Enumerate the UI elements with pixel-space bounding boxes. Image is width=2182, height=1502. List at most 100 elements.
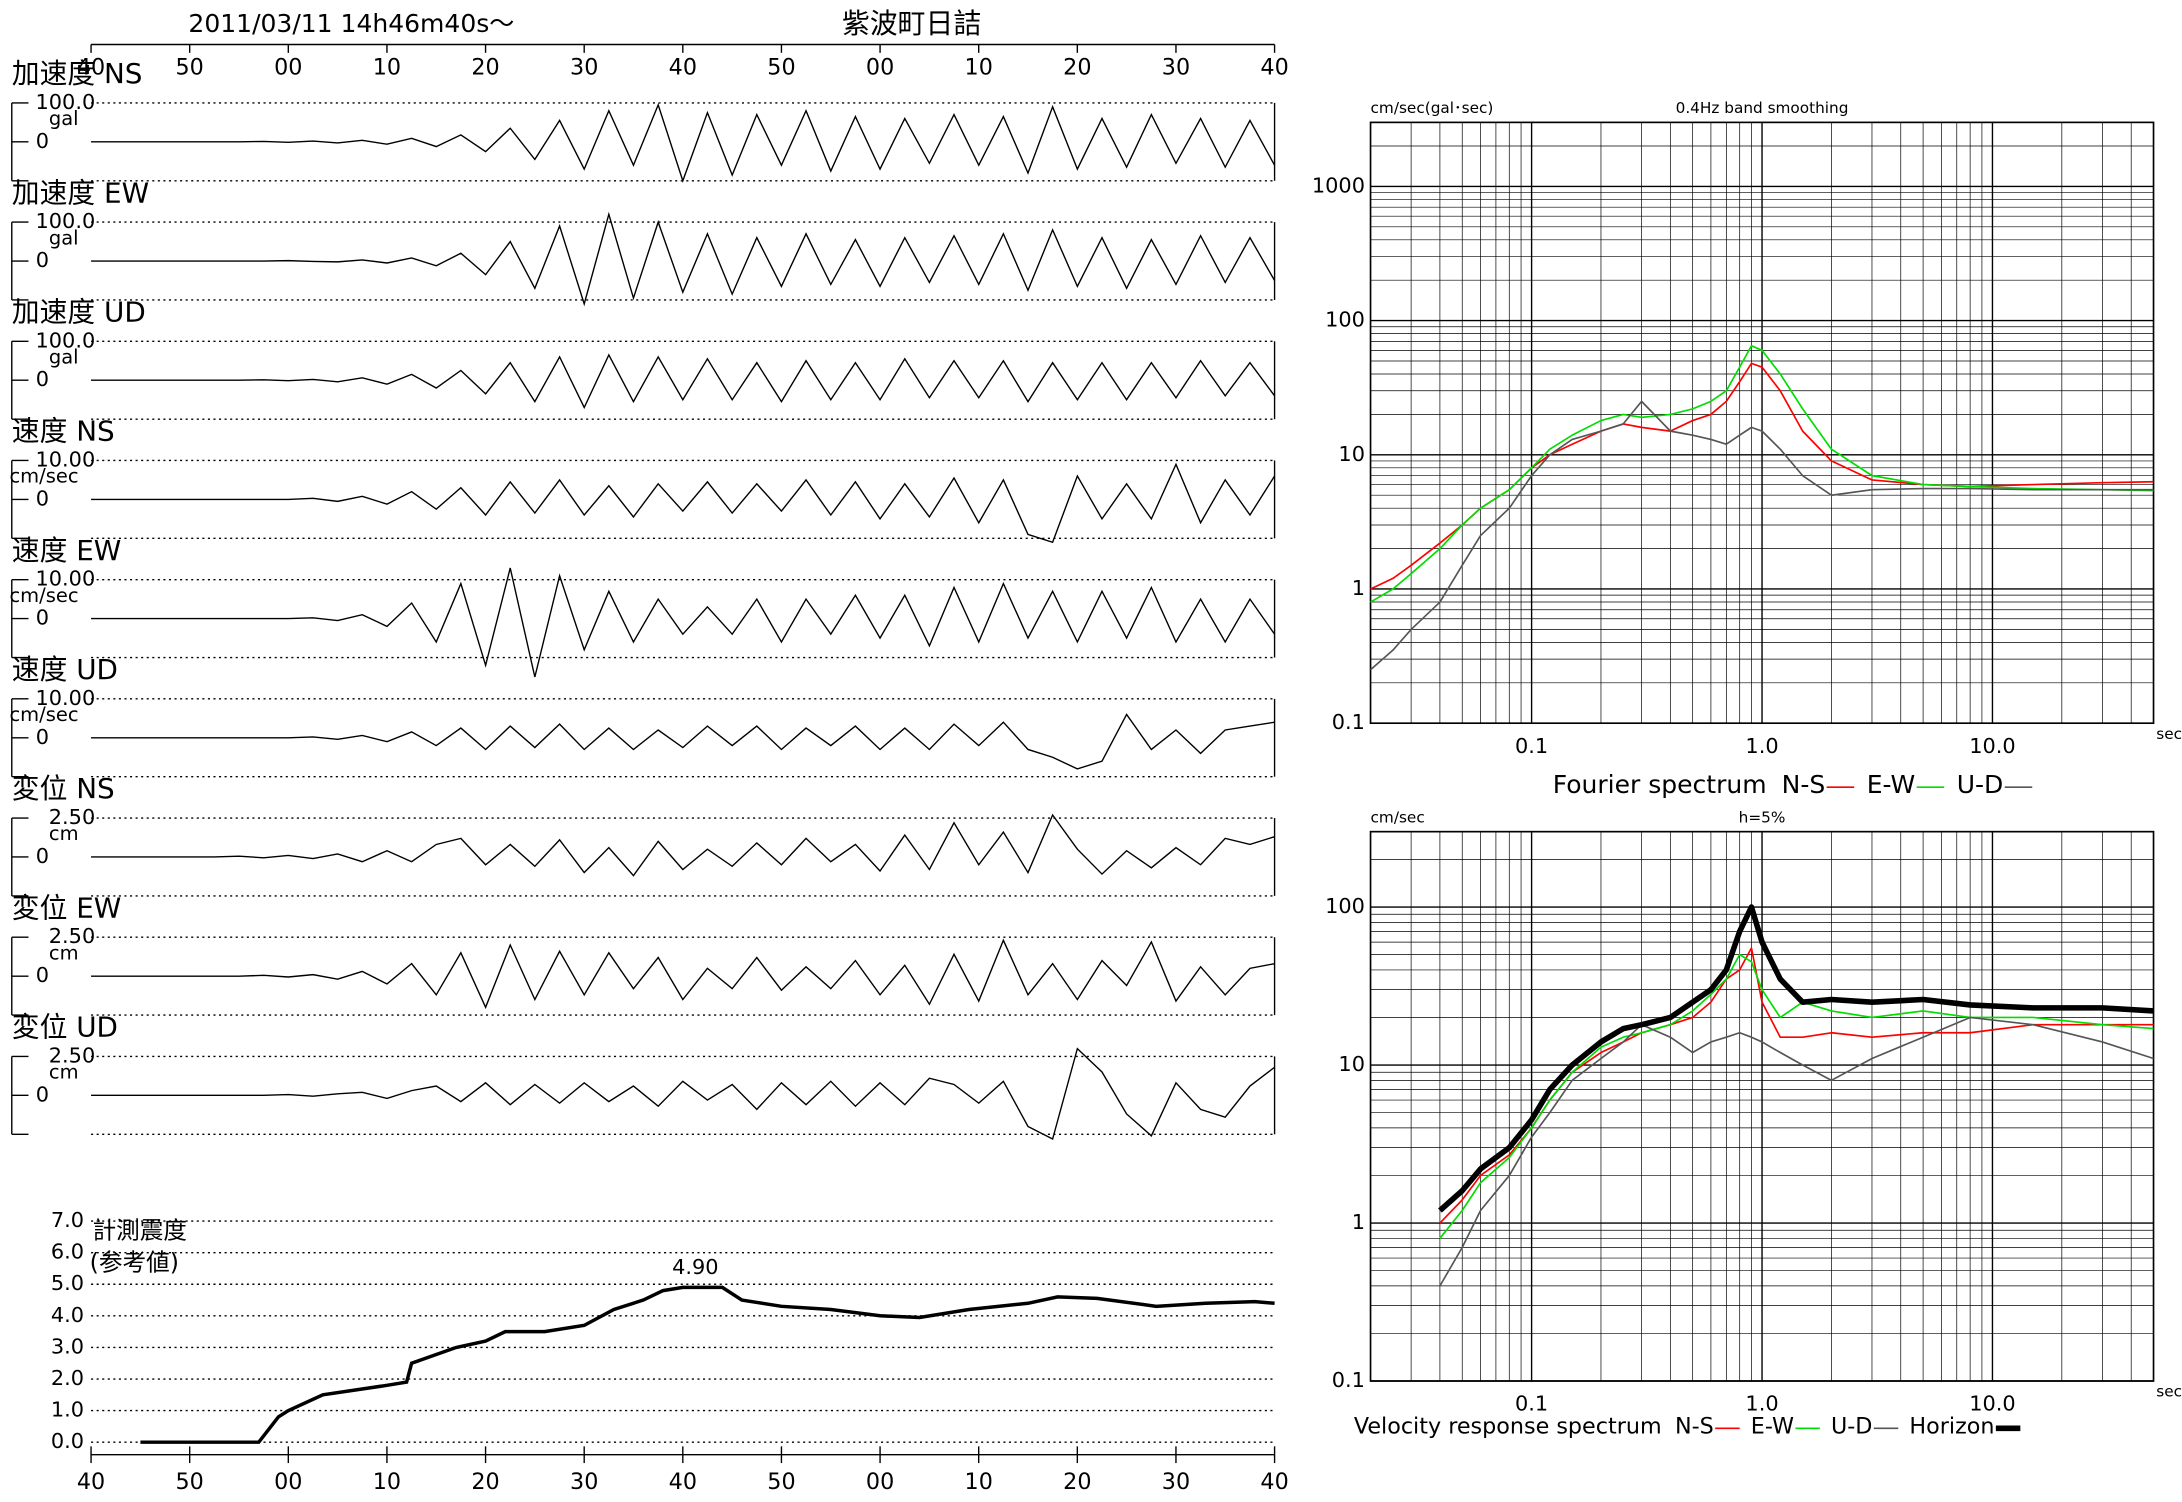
- spectrum-line: [1370, 344, 2154, 603]
- x-tick-label: 20: [1063, 55, 1091, 81]
- unit-label: cm: [49, 941, 79, 964]
- y-tick-label: 100.0: [36, 328, 96, 352]
- y-tick-label: 1: [1352, 576, 1365, 600]
- unit-label: gal: [49, 107, 79, 130]
- y-tick-label: 2.50: [49, 924, 95, 948]
- x-axis-label: sec: [2156, 725, 2182, 743]
- unit-label: cm/sec: [9, 465, 78, 488]
- x-tick-label: 10.0: [1969, 1392, 2015, 1416]
- y-tick-label: 0: [36, 844, 49, 868]
- unit-label: cm/sec: [9, 584, 78, 607]
- y-tick-label: 100: [1325, 894, 1365, 918]
- x-tick-label: 00: [866, 55, 894, 81]
- intensity-line: [140, 1285, 1275, 1444]
- unit-label: cm/sec: [9, 703, 78, 726]
- y-tick-label: 100.0: [36, 209, 96, 233]
- x-tick-label: 50: [767, 1469, 795, 1495]
- x-tick-label: 1.0: [1745, 734, 1778, 758]
- chart-title: h=5%: [1739, 808, 1786, 826]
- waveform: [91, 1047, 1275, 1141]
- y-tick-label: 10.00: [36, 686, 96, 710]
- x-tick-label: 40: [77, 1469, 105, 1495]
- unit-label: cm: [49, 1061, 79, 1084]
- record-time: 2011/03/11 14h46m40s～: [188, 9, 514, 38]
- legend-title: Fourier spectrum: [1553, 770, 1767, 799]
- spectrum-line: [1439, 953, 2154, 1239]
- x-tick-label: 40: [669, 55, 697, 81]
- y-tick-label: 0.1: [1332, 710, 1365, 734]
- spectrum-line: [1439, 1016, 2154, 1287]
- legend-label: E-W: [1751, 1413, 1794, 1439]
- y-tick-label: 3.0: [51, 1334, 84, 1358]
- x-tick-label: 1.0: [1745, 1392, 1778, 1416]
- legend-label: E-W: [1867, 770, 1916, 799]
- y-tick-label: 6.0: [51, 1240, 84, 1264]
- y-tick-label: 1000: [1312, 173, 1365, 197]
- panel-label: 速度 UD: [12, 653, 118, 686]
- peak-annotation: 4.90: [672, 1255, 718, 1279]
- legend-label: Horizon: [1909, 1413, 1994, 1439]
- x-tick-label: 10: [373, 1469, 401, 1495]
- y-tick-label: 2.0: [51, 1366, 84, 1390]
- waveform: [91, 813, 1275, 877]
- x-tick-label: 00: [274, 55, 302, 81]
- panel-label: 加速度 EW: [12, 176, 149, 209]
- x-tick-label: 40: [77, 55, 105, 81]
- y-tick-label: 10: [1338, 1052, 1365, 1076]
- x-tick-label: 00: [274, 1469, 302, 1495]
- panel-label: 加速度 UD: [12, 295, 146, 328]
- y-tick-label: 0: [36, 606, 49, 630]
- waveform: [91, 102, 1276, 183]
- x-tick-label: 00: [866, 1469, 894, 1495]
- y-tick-label: 5.0: [51, 1271, 84, 1295]
- panel-label: 変位 UD: [12, 1011, 118, 1044]
- x-tick-label: 10: [965, 1469, 993, 1495]
- y-tick-label: 1: [1352, 1210, 1365, 1234]
- x-tick-label: 10: [373, 55, 401, 81]
- x-tick-label: 20: [471, 1469, 499, 1495]
- y-axis-label: cm/sec(gal･sec): [1371, 99, 1494, 117]
- x-tick-label: 0.1: [1515, 1392, 1548, 1416]
- spectrum-line: [1369, 400, 2154, 671]
- y-tick-label: 0.0: [51, 1429, 84, 1453]
- spectrum-line: [1438, 904, 2154, 1213]
- unit-label: gal: [49, 226, 79, 249]
- waveform: [91, 211, 1276, 307]
- panel-label: 変位 EW: [12, 891, 121, 924]
- waveform: [91, 462, 1276, 544]
- legend-label: N-S: [1782, 770, 1826, 799]
- x-tick-label: 40: [1260, 1469, 1288, 1495]
- unit-label: gal: [49, 345, 79, 368]
- x-tick-label: 10.0: [1969, 734, 2015, 758]
- unit-label: cm: [49, 822, 79, 845]
- y-tick-label: 0: [36, 1082, 49, 1106]
- legend-label: N-S: [1675, 1413, 1714, 1439]
- legend-title: Velocity response spectrum: [1354, 1413, 1662, 1439]
- panel-label: 速度 EW: [12, 534, 121, 567]
- x-tick-label: 20: [1063, 1469, 1091, 1495]
- y-tick-label: 0: [36, 367, 49, 391]
- y-tick-label: 10: [1338, 442, 1365, 466]
- y-tick-label: 10.00: [36, 567, 96, 591]
- x-tick-label: 30: [1162, 55, 1190, 81]
- x-tick-label: 30: [570, 55, 598, 81]
- y-tick-label: 0.1: [1332, 1368, 1365, 1392]
- y-tick-label: 100.0: [36, 90, 96, 114]
- waveform: [91, 567, 1276, 678]
- station-name: 紫波町日詰: [842, 7, 981, 40]
- y-tick-label: 0: [36, 486, 49, 510]
- y-tick-label: 2.50: [49, 1043, 95, 1067]
- x-tick-label: 20: [471, 55, 499, 81]
- y-tick-label: 0: [36, 963, 49, 987]
- chart-title: 計測震度: [92, 1217, 187, 1245]
- waveform: [91, 938, 1275, 1010]
- panel-label: 変位 NS: [12, 772, 115, 805]
- y-tick-label: 1.0: [51, 1398, 84, 1422]
- legend-label: U-D: [1957, 770, 2004, 799]
- y-tick-label: 100: [1325, 308, 1365, 332]
- y-tick-label: 2.50: [49, 805, 95, 829]
- x-tick-label: 0.1: [1515, 734, 1548, 758]
- y-axis-label: cm/sec: [1371, 808, 1425, 826]
